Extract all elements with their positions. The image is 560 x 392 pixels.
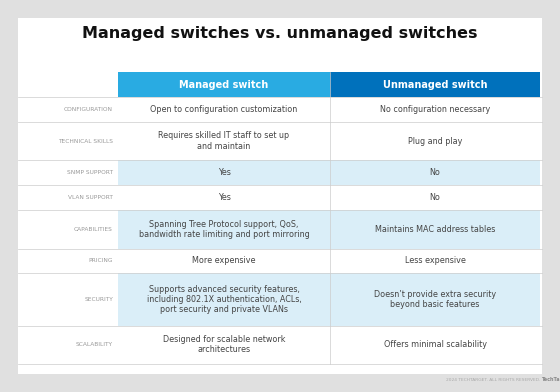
Text: Plug and play: Plug and play <box>408 136 462 145</box>
Text: Doesn’t provide extra security
beyond basic features: Doesn’t provide extra security beyond ba… <box>374 290 496 309</box>
FancyBboxPatch shape <box>118 249 330 273</box>
Text: Yes: Yes <box>218 168 230 177</box>
Text: Offers minimal scalability: Offers minimal scalability <box>384 340 487 349</box>
Text: Requires skilled IT staff to set up
and maintain: Requires skilled IT staff to set up and … <box>158 131 290 151</box>
Text: Unmanaged switch: Unmanaged switch <box>382 80 487 89</box>
FancyBboxPatch shape <box>118 72 330 97</box>
Text: Managed switches vs. unmanaged switches: Managed switches vs. unmanaged switches <box>82 26 478 41</box>
Text: No configuration necessary: No configuration necessary <box>380 105 490 114</box>
Text: Less expensive: Less expensive <box>404 256 465 265</box>
FancyBboxPatch shape <box>118 210 330 249</box>
Text: CONFIGURATION: CONFIGURATION <box>64 107 113 112</box>
Text: SCALABILITY: SCALABILITY <box>76 342 113 347</box>
FancyBboxPatch shape <box>330 185 540 210</box>
Text: No: No <box>430 193 440 202</box>
Text: Designed for scalable network
architectures: Designed for scalable network architectu… <box>163 335 285 354</box>
Text: Yes: Yes <box>218 193 230 202</box>
FancyBboxPatch shape <box>118 97 330 122</box>
FancyBboxPatch shape <box>118 160 330 185</box>
Text: Supports advanced security features,
including 802.1X authentication, ACLs,
port: Supports advanced security features, inc… <box>147 285 301 314</box>
Text: PRICING: PRICING <box>88 258 113 263</box>
Text: No: No <box>430 168 440 177</box>
FancyBboxPatch shape <box>330 210 540 249</box>
FancyBboxPatch shape <box>330 97 540 122</box>
Text: SECURITY: SECURITY <box>84 297 113 302</box>
FancyBboxPatch shape <box>330 249 540 273</box>
Text: Spanning Tree Protocol support, QoS,
bandwidth rate limiting and port mirroring: Spanning Tree Protocol support, QoS, ban… <box>139 220 309 239</box>
Text: Maintains MAC address tables: Maintains MAC address tables <box>375 225 495 234</box>
Text: VLAN SUPPORT: VLAN SUPPORT <box>68 195 113 200</box>
FancyBboxPatch shape <box>118 273 330 325</box>
Text: CAPABILITIES: CAPABILITIES <box>74 227 113 232</box>
Text: Managed switch: Managed switch <box>179 80 269 89</box>
FancyBboxPatch shape <box>330 160 540 185</box>
FancyBboxPatch shape <box>118 122 330 160</box>
Text: 2024 TECHTARGET. ALL RIGHTS RESERVED.: 2024 TECHTARGET. ALL RIGHTS RESERVED. <box>446 378 540 382</box>
Text: TechTarget: TechTarget <box>542 377 560 382</box>
FancyBboxPatch shape <box>330 72 540 97</box>
FancyBboxPatch shape <box>118 185 330 210</box>
FancyBboxPatch shape <box>118 325 330 364</box>
Text: More expensive: More expensive <box>192 256 256 265</box>
Text: Open to configuration customization: Open to configuration customization <box>151 105 297 114</box>
FancyBboxPatch shape <box>330 325 540 364</box>
FancyBboxPatch shape <box>18 18 542 374</box>
FancyBboxPatch shape <box>330 122 540 160</box>
Text: SNMP SUPPORT: SNMP SUPPORT <box>67 170 113 175</box>
FancyBboxPatch shape <box>330 273 540 325</box>
Text: TECHNICAL SKILLS: TECHNICAL SKILLS <box>58 139 113 143</box>
